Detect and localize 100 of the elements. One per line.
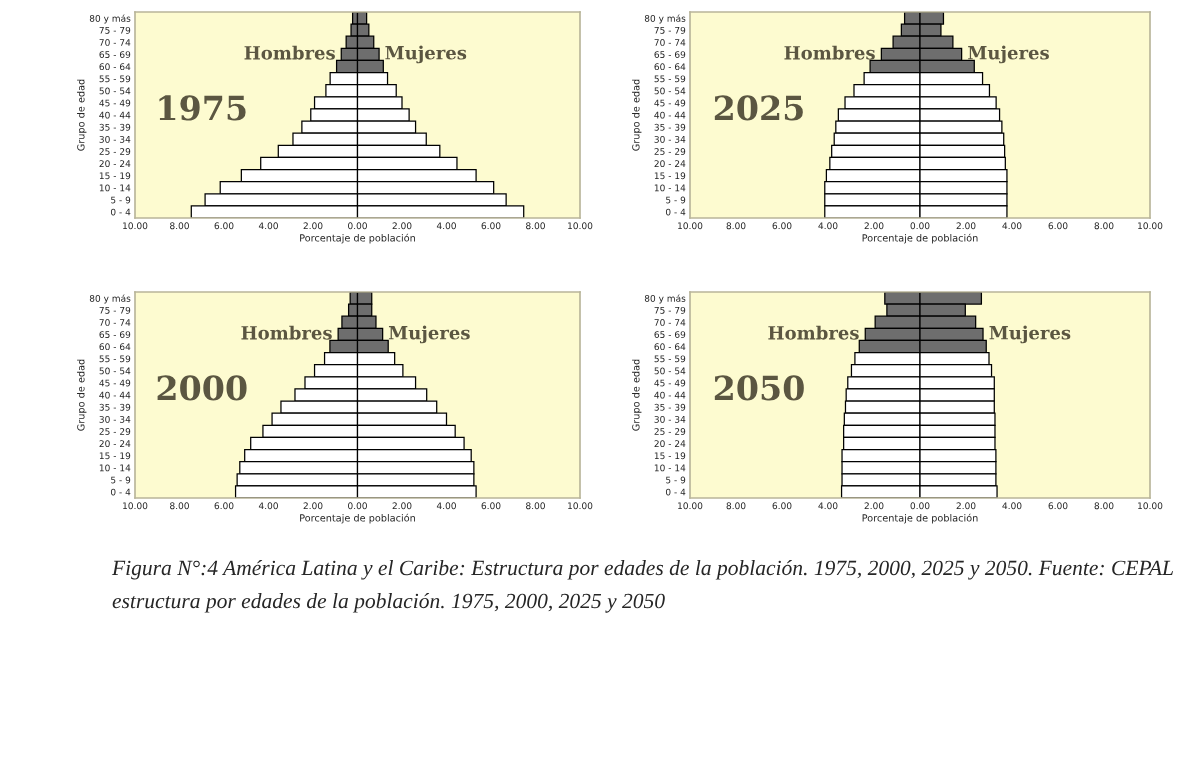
series-label: Hombres: [244, 45, 335, 60]
x-tick-label: 8.00: [726, 222, 746, 230]
y-tick-label: 30 - 34: [99, 135, 131, 143]
x-tick-label: 4.00: [436, 502, 456, 510]
series-label: Hombres: [768, 325, 859, 340]
x-tick-label: 8.00: [526, 222, 545, 230]
y-tick-label: 65 - 69: [99, 51, 131, 58]
series-label: Mujeres: [388, 325, 470, 344]
y-tick-label: 30 - 34: [654, 135, 686, 143]
y-tick-label: 10 - 14: [654, 184, 686, 192]
y-tick-label: 10 - 14: [99, 464, 131, 472]
y-tick-label: 35 - 39: [99, 403, 131, 411]
x-tick-label: 10.00: [568, 222, 593, 230]
x-tick-label: 6.00: [1048, 222, 1068, 230]
y-tick-label: 40 - 44: [99, 391, 131, 399]
y-tick-label: 25 - 29: [99, 148, 131, 155]
y-tick-label: 15 - 19: [99, 172, 131, 180]
y-tick-label: 40 - 44: [654, 111, 686, 119]
x-tick-label: 8.00: [1094, 502, 1114, 510]
y-tick-label: 5 - 9: [111, 196, 131, 204]
y-tick-label: 70 - 74: [99, 319, 131, 326]
x-tick-label: 8.00: [526, 502, 545, 510]
x-tick-label: 0.00: [910, 502, 930, 510]
y-tick-label: 55 - 59: [654, 75, 686, 83]
series-label: Mujeres: [989, 325, 1071, 344]
x-tick-label: 8.00: [726, 502, 746, 510]
y-tick-label: 25 - 29: [654, 428, 686, 435]
y-tick-label: 10 - 14: [654, 464, 686, 472]
x-tick-label: 2.00: [956, 222, 976, 230]
x-tick-label: 10.00: [678, 222, 703, 230]
y-tick-label: 65 - 69: [654, 51, 686, 58]
y-tick-label: 60 - 64: [654, 343, 686, 351]
y-tick-label: 20 - 24: [99, 160, 131, 168]
text: 1975: [159, 95, 246, 121]
y-tick-label: 70 - 74: [99, 39, 131, 46]
y-tick-label: 20 - 24: [654, 440, 686, 448]
x-tick-label: 2.00: [392, 502, 412, 510]
x-axis-title: Porcentaje de población: [862, 513, 978, 524]
y-tick-label: 45 - 49: [654, 99, 686, 107]
x-axis-title: Porcentaje de población: [862, 233, 978, 244]
x-axis-title: Porcentaje de población: [300, 513, 415, 524]
y-tick-label: 80 y más: [644, 14, 686, 24]
x-tick-label: 10.00: [123, 222, 148, 230]
x-tick-label: 10.00: [568, 502, 593, 510]
x-tick-label: 6.00: [214, 222, 234, 230]
y-tick-label: 10 - 14: [99, 184, 131, 192]
y-tick-label: 5 - 9: [666, 196, 686, 204]
x-tick-label: 0.00: [348, 502, 367, 510]
x-tick-label: 2.00: [864, 222, 884, 230]
y-tick-label: 20 - 24: [99, 440, 131, 448]
x-tick-label: 4.00: [818, 502, 838, 510]
y-tick-label: 0 - 4: [665, 208, 686, 216]
x-tick-label: 2.00: [956, 502, 976, 510]
y-tick-label: 30 - 34: [654, 415, 686, 423]
y-tick-label: 65 - 69: [99, 331, 131, 338]
y-tick-label: 65 - 69: [654, 331, 686, 338]
y-axis-title: Grupo de edad: [632, 359, 642, 431]
y-tick-label: 35 - 39: [654, 123, 686, 131]
x-tick-label: 10.00: [1138, 502, 1163, 510]
y-tick-label: 25 - 29: [99, 428, 131, 435]
y-tick-label: 70 - 74: [654, 319, 686, 326]
y-tick-label: 40 - 44: [99, 111, 131, 119]
x-tick-label: 4.00: [1002, 502, 1022, 510]
y-tick-label: 55 - 59: [99, 75, 131, 83]
series-label: Mujeres: [968, 45, 1049, 64]
y-axis-title: Grupo de edad: [77, 359, 87, 431]
x-tick-label: 2.00: [303, 502, 323, 510]
y-axis-title: Grupo de edad: [77, 79, 87, 151]
x-tick-label: 6.00: [214, 502, 234, 510]
x-tick-label: 4.00: [258, 222, 278, 230]
x-tick-label: 2.00: [303, 222, 323, 230]
text: 2000: [157, 375, 247, 401]
y-tick-label: 75 - 79: [99, 306, 131, 314]
x-tick-label: 10.00: [1138, 222, 1163, 230]
y-tick-label: 5 - 9: [666, 476, 686, 484]
x-tick-label: 0.00: [348, 222, 367, 230]
y-tick-label: 80 y más: [644, 294, 686, 304]
y-tick-label: 15 - 19: [654, 172, 686, 180]
x-tick-label: 4.00: [1002, 222, 1022, 230]
y-tick-label: 60 - 64: [654, 63, 686, 71]
y-tick-label: 80 y más: [89, 294, 131, 304]
y-tick-label: 50 - 54: [99, 367, 131, 375]
x-tick-label: 4.00: [436, 222, 456, 230]
x-tick-label: 4.00: [818, 222, 838, 230]
y-tick-label: 0 - 4: [110, 208, 131, 216]
y-tick-label: 40 - 44: [654, 391, 686, 399]
y-tick-label: 15 - 19: [99, 452, 131, 460]
x-tick-label: 6.00: [481, 222, 501, 230]
x-tick-label: 4.00: [258, 502, 278, 510]
x-tick-label: 2.00: [864, 502, 884, 510]
y-tick-label: 50 - 54: [654, 367, 686, 375]
y-tick-label: 60 - 64: [99, 63, 131, 71]
y-tick-label: 35 - 39: [654, 403, 686, 411]
y-tick-label: 5 - 9: [111, 476, 131, 484]
x-tick-label: 2.00: [392, 222, 412, 230]
y-tick-label: 70 - 74: [654, 39, 686, 46]
y-tick-label: 50 - 54: [99, 87, 131, 95]
y-tick-label: 45 - 49: [99, 379, 131, 387]
y-tick-label: 80 y más: [89, 14, 131, 24]
y-tick-label: 30 - 34: [99, 415, 131, 423]
